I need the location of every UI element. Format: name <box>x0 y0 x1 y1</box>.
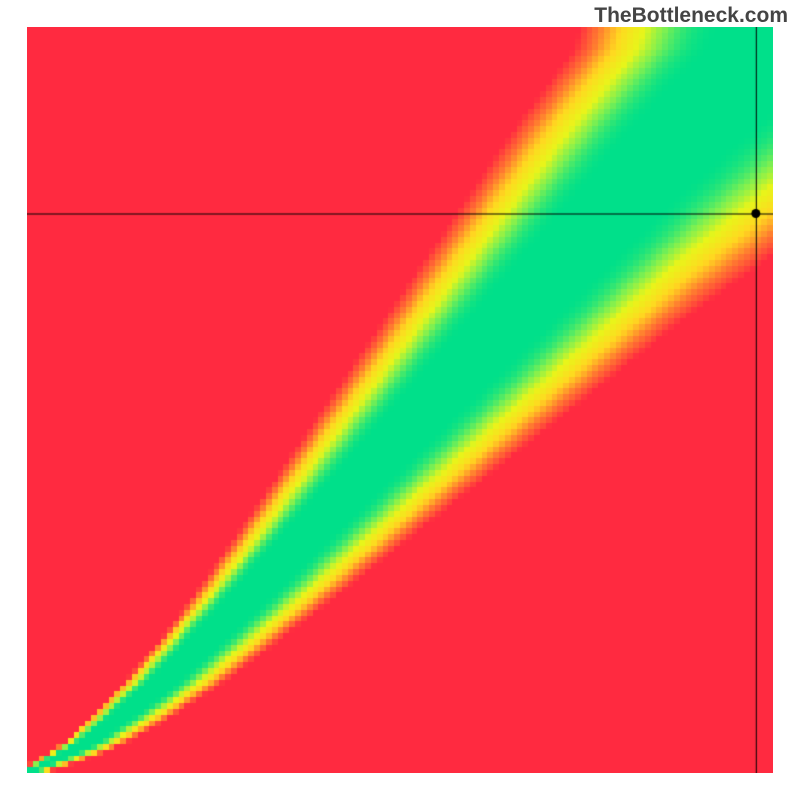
bottleneck-heatmap <box>27 27 773 773</box>
watermark-text: TheBottleneck.com <box>594 4 788 28</box>
heatmap-canvas <box>27 27 773 773</box>
